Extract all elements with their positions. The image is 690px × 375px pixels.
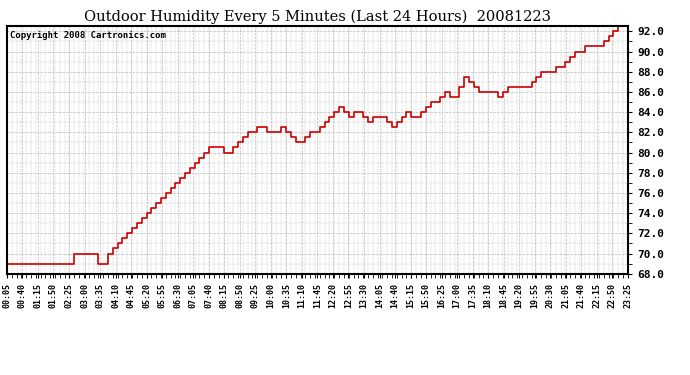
Title: Outdoor Humidity Every 5 Minutes (Last 24 Hours)  20081223: Outdoor Humidity Every 5 Minutes (Last 2… <box>84 9 551 24</box>
Text: Copyright 2008 Cartronics.com: Copyright 2008 Cartronics.com <box>10 31 166 40</box>
